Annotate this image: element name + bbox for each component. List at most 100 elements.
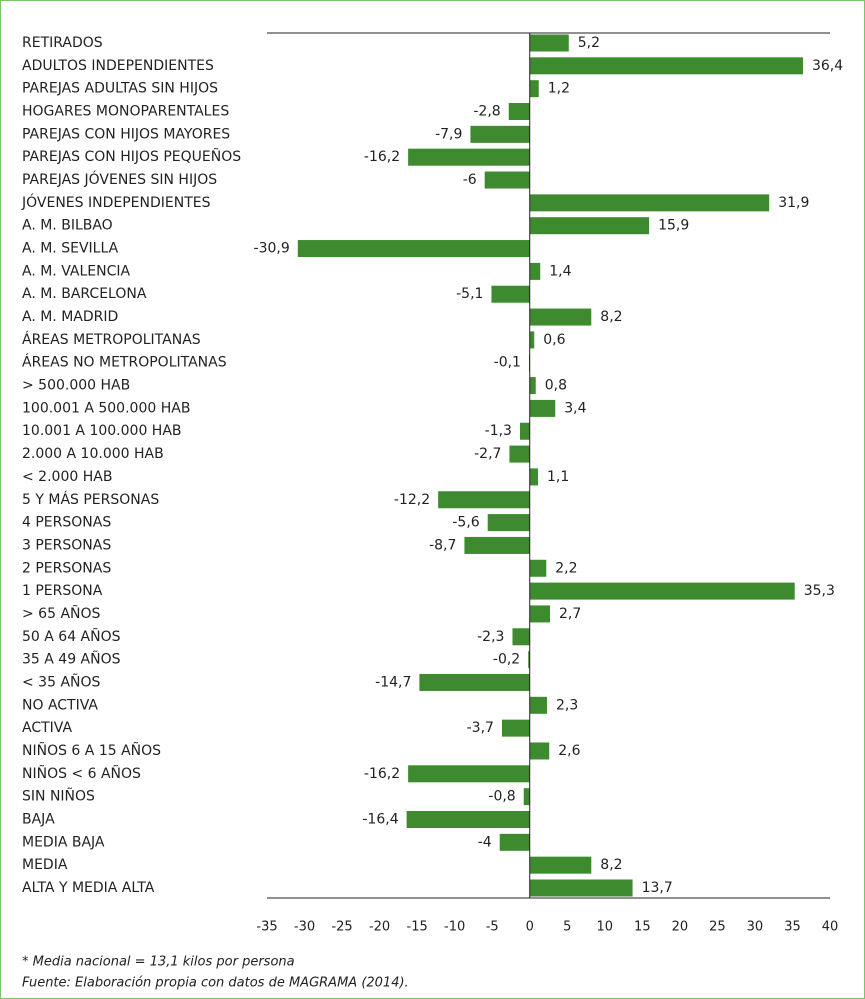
value-label: 0,8 — [545, 378, 567, 394]
category-label: ACTIVA — [22, 720, 72, 736]
bar — [509, 445, 530, 463]
value-label: -4 — [478, 834, 492, 850]
value-label: 2,7 — [559, 606, 581, 622]
x-tick-label: -10 — [444, 920, 465, 935]
value-label: 8,2 — [600, 857, 622, 873]
value-label: -2,8 — [473, 104, 500, 120]
value-label: -7,9 — [435, 126, 462, 142]
category-label: NIÑOS < 6 AÑOS — [22, 765, 141, 782]
x-tick-label: 5 — [563, 920, 571, 935]
category-label: ÁREAS METROPOLITANAS — [22, 331, 201, 348]
bar — [464, 536, 530, 554]
bar — [529, 879, 633, 897]
category-label: < 35 AÑOS — [22, 673, 101, 690]
bar — [529, 559, 547, 577]
value-label: -5,1 — [456, 286, 483, 302]
x-tick-label: 15 — [634, 920, 651, 935]
bar — [470, 125, 530, 143]
category-label: NO ACTIVA — [22, 697, 98, 713]
bar — [528, 651, 530, 669]
value-label: 2,2 — [555, 560, 577, 576]
category-label: HOGARES MONOPARENTALES — [22, 104, 229, 120]
bar — [529, 856, 592, 874]
value-label: -12,2 — [394, 492, 430, 508]
x-tick-label: -20 — [369, 920, 390, 935]
category-label: SIN NIÑOS — [22, 788, 95, 805]
category-label: 100.001 A 500.000 HAB — [22, 400, 190, 416]
bar — [529, 377, 536, 395]
value-label: 1,1 — [547, 469, 569, 485]
category-label: ÁREAS NO METROPOLITANAS — [22, 354, 227, 371]
category-label: A. M. MADRID — [22, 309, 118, 325]
value-label: -16,4 — [362, 811, 398, 827]
value-label: 13,7 — [642, 880, 673, 896]
x-tick-label: 30 — [747, 920, 764, 935]
category-label: ALTA Y MEDIA ALTA — [22, 880, 155, 896]
value-label: 8,2 — [600, 309, 622, 325]
category-label: PAREJAS ADULTAS SIN HIJOS — [22, 81, 218, 97]
bar — [519, 422, 530, 440]
category-label: > 65 AÑOS — [22, 605, 101, 622]
x-tick-label: -5 — [486, 920, 499, 935]
bar — [297, 240, 530, 258]
x-tick-label: -15 — [407, 920, 428, 935]
footnote: * Media nacional = 13,1 kilos por person… — [22, 955, 295, 970]
bar — [408, 148, 530, 166]
category-label: 3 PERSONAS — [22, 537, 111, 553]
value-label: -5,6 — [452, 515, 479, 531]
category-label: 2 PERSONAS — [22, 560, 111, 576]
x-tick-label: 10 — [597, 920, 614, 935]
value-label: 31,9 — [778, 195, 809, 211]
value-label: -0,2 — [493, 652, 520, 668]
value-label: -6 — [463, 172, 477, 188]
bar — [529, 57, 803, 75]
bar — [487, 514, 530, 532]
value-label: -2,7 — [474, 446, 501, 462]
value-label: 2,3 — [556, 697, 578, 713]
bar — [529, 468, 538, 486]
bar — [529, 331, 535, 349]
category-label: A. M. BILBAO — [22, 218, 113, 234]
value-label: -30,9 — [254, 241, 290, 257]
value-label: -0,1 — [494, 355, 521, 371]
category-label: BAJA — [22, 811, 55, 827]
bar — [529, 582, 795, 600]
value-label: -0,8 — [488, 789, 515, 805]
bar — [438, 491, 530, 509]
x-tick-label: -25 — [331, 920, 352, 935]
category-label: A. M. SEVILLA — [22, 241, 119, 257]
category-label: PAREJAS CON HIJOS MAYORES — [22, 126, 230, 142]
bar — [529, 308, 592, 326]
category-label: A. M. BARCELONA — [22, 286, 147, 302]
value-label: 1,4 — [549, 263, 571, 279]
bar — [406, 810, 530, 828]
bar — [529, 80, 539, 98]
category-label: 50 A 64 AÑOS — [22, 628, 121, 645]
bar — [529, 696, 547, 714]
category-label: ADULTOS INDEPENDIENTES — [22, 58, 214, 74]
x-tick-label: 0 — [526, 920, 534, 935]
category-label: > 500.000 HAB — [22, 378, 130, 394]
value-label: -14,7 — [375, 674, 411, 690]
category-label: PAREJAS JÓVENES SIN HIJOS — [22, 170, 217, 188]
category-label: 35 A 49 AÑOS — [22, 651, 121, 668]
value-label: 15,9 — [658, 218, 689, 234]
category-label: MEDIA — [22, 857, 68, 873]
category-label: 1 PERSONA — [22, 583, 103, 599]
bar — [484, 171, 530, 189]
value-label: 3,4 — [564, 400, 586, 416]
value-label: 5,2 — [578, 35, 600, 51]
x-tick-label: 20 — [672, 920, 689, 935]
bar — [529, 742, 550, 760]
value-label: 35,3 — [804, 583, 835, 599]
value-label: -3,7 — [467, 720, 494, 736]
bar — [491, 285, 530, 303]
category-label: PAREJAS CON HIJOS PEQUEÑOS — [22, 148, 241, 165]
bar — [499, 833, 530, 851]
category-label: NIÑOS 6 A 15 AÑOS — [22, 742, 161, 759]
category-label: 2.000 A 10.000 HAB — [22, 446, 164, 462]
value-label: 1,2 — [548, 81, 570, 97]
bar — [529, 262, 541, 280]
category-label: RETIRADOS — [22, 35, 103, 51]
